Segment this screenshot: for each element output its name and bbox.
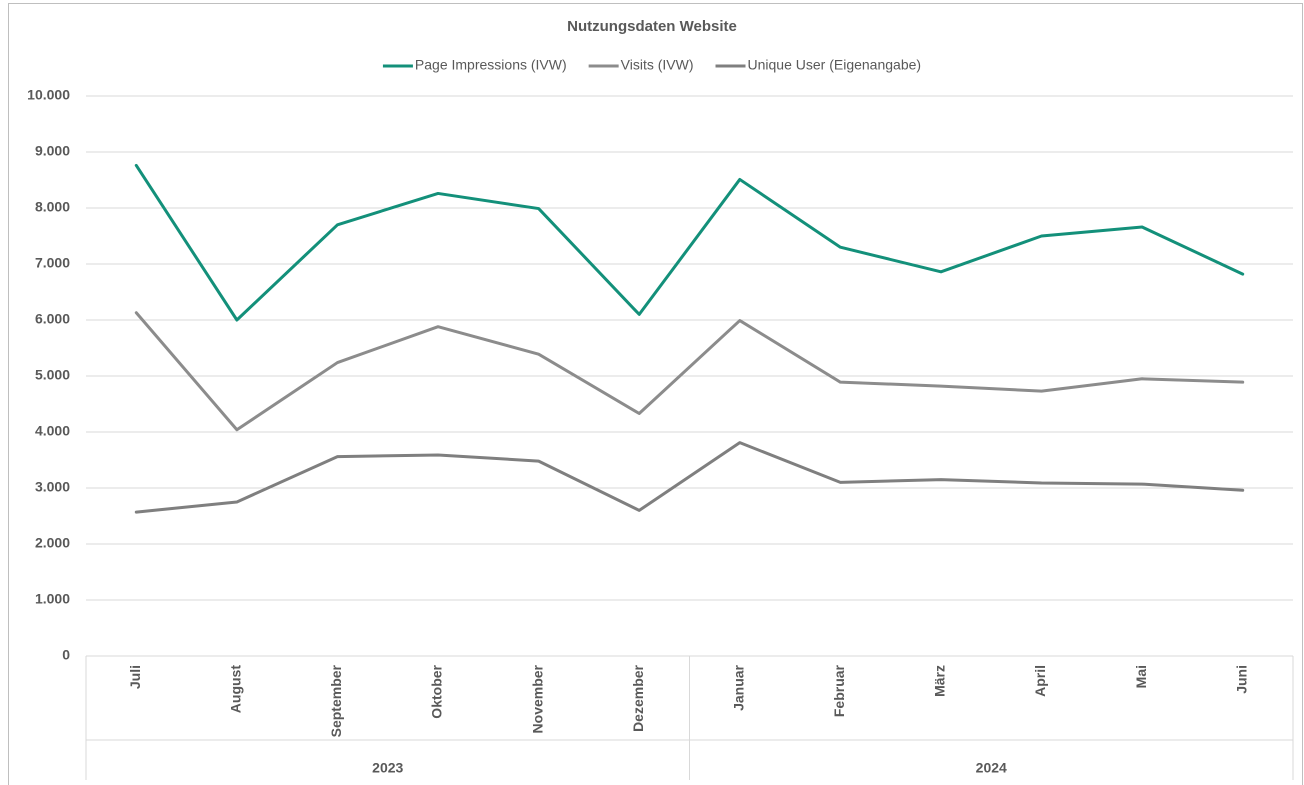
x-tick-label: Februar: [831, 664, 847, 717]
x-tick-label: Juni: [1233, 665, 1249, 694]
y-tick-label: 3.000: [35, 479, 70, 495]
x-tick-label: November: [529, 664, 545, 733]
y-tick-label: 4.000: [35, 423, 70, 439]
x-tick-label: April: [1032, 665, 1048, 697]
x-tick-label: März: [932, 665, 948, 697]
y-tick-label: 10.000: [27, 87, 70, 103]
chart-title: Nutzungsdaten Website: [567, 18, 737, 35]
series-line: [134, 311, 1245, 432]
series-line: [134, 163, 1245, 322]
y-tick-label: 9.000: [35, 143, 70, 159]
x-tick-label: Dezember: [630, 664, 646, 731]
chart-border: [8, 3, 1303, 785]
x-tick-label: September: [328, 664, 344, 737]
y-tick-label: 1.000: [35, 591, 70, 607]
series-line: [134, 441, 1245, 514]
legend-label: Page Impressions (IVW): [415, 57, 567, 73]
x-tick-label: Mai: [1133, 665, 1149, 688]
x-tick-label: Juli: [127, 665, 143, 689]
y-tick-label: 0: [62, 647, 70, 663]
y-tick-label: 2.000: [35, 535, 70, 551]
legend-label: Unique User (Eigenangabe): [748, 57, 922, 73]
x-tick-label: Oktober: [429, 664, 445, 718]
y-tick-label: 7.000: [35, 255, 70, 271]
x-tick-label: Januar: [730, 664, 746, 710]
y-tick-label: 6.000: [35, 311, 70, 327]
x-group-label: 2023: [372, 760, 403, 776]
y-tick-label: 5.000: [35, 367, 70, 383]
x-group-label: 2024: [976, 760, 1007, 776]
legend-label: Visits (IVW): [621, 57, 694, 73]
x-tick-label: August: [228, 665, 244, 714]
y-tick-label: 8.000: [35, 199, 70, 215]
